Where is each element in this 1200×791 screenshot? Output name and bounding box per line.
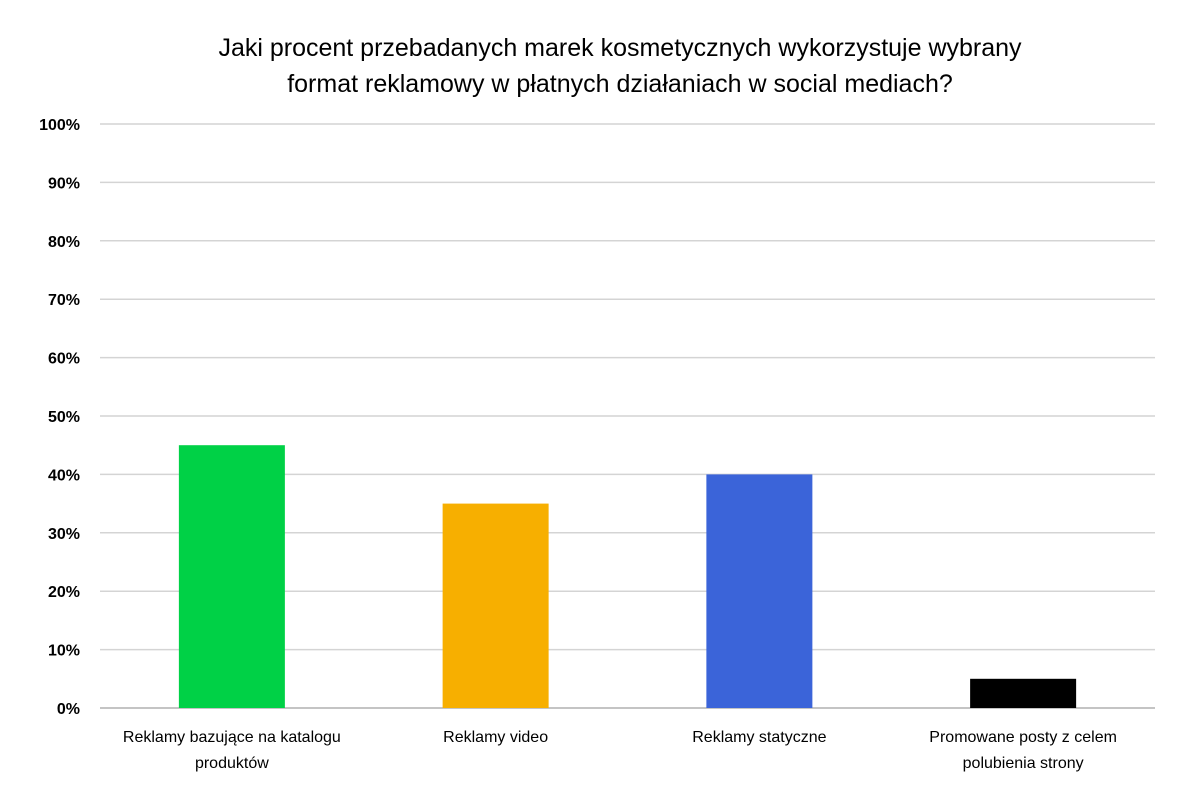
chart-title-line-2: format reklamowy w płatnych działaniach … bbox=[287, 70, 953, 98]
bar bbox=[706, 474, 813, 708]
x-category-label: Promowane posty z celem bbox=[929, 729, 1117, 746]
chart-title: Jaki procent przebadanych marek kosmetyc… bbox=[0, 30, 1200, 102]
bar bbox=[442, 503, 549, 708]
bar bbox=[178, 445, 285, 708]
y-tick-label: 100% bbox=[39, 117, 80, 134]
y-tick-label: 0% bbox=[57, 701, 80, 718]
y-tick-label: 30% bbox=[48, 526, 80, 543]
x-category-label: polubienia strony bbox=[963, 755, 1084, 772]
x-category-label: produktów bbox=[195, 755, 269, 772]
x-category-label: Reklamy statyczne bbox=[692, 729, 826, 746]
y-axis-tick-labels: 0% 10% 20% 30% 40% 50% 60% 70% 80% 90% 100% bbox=[39, 117, 80, 718]
x-category-label: Reklamy bazujące na katalogu bbox=[123, 729, 341, 746]
y-tick-label: 20% bbox=[48, 584, 80, 601]
x-category-label: Reklamy video bbox=[443, 729, 548, 746]
y-tick-label: 50% bbox=[48, 409, 80, 426]
y-tick-label: 10% bbox=[48, 643, 80, 660]
chart-title-line-1: Jaki procent przebadanych marek kosmetyc… bbox=[218, 34, 1022, 62]
y-tick-label: 40% bbox=[48, 467, 80, 484]
y-tick-label: 90% bbox=[48, 175, 80, 192]
bar bbox=[970, 678, 1077, 708]
bars bbox=[178, 445, 1077, 708]
x-axis-category-labels: Reklamy bazujące na katalogu produktów Rek… bbox=[123, 729, 1117, 772]
y-tick-label: 60% bbox=[48, 351, 80, 368]
y-tick-label: 80% bbox=[48, 234, 80, 251]
y-tick-label: 70% bbox=[48, 292, 80, 309]
